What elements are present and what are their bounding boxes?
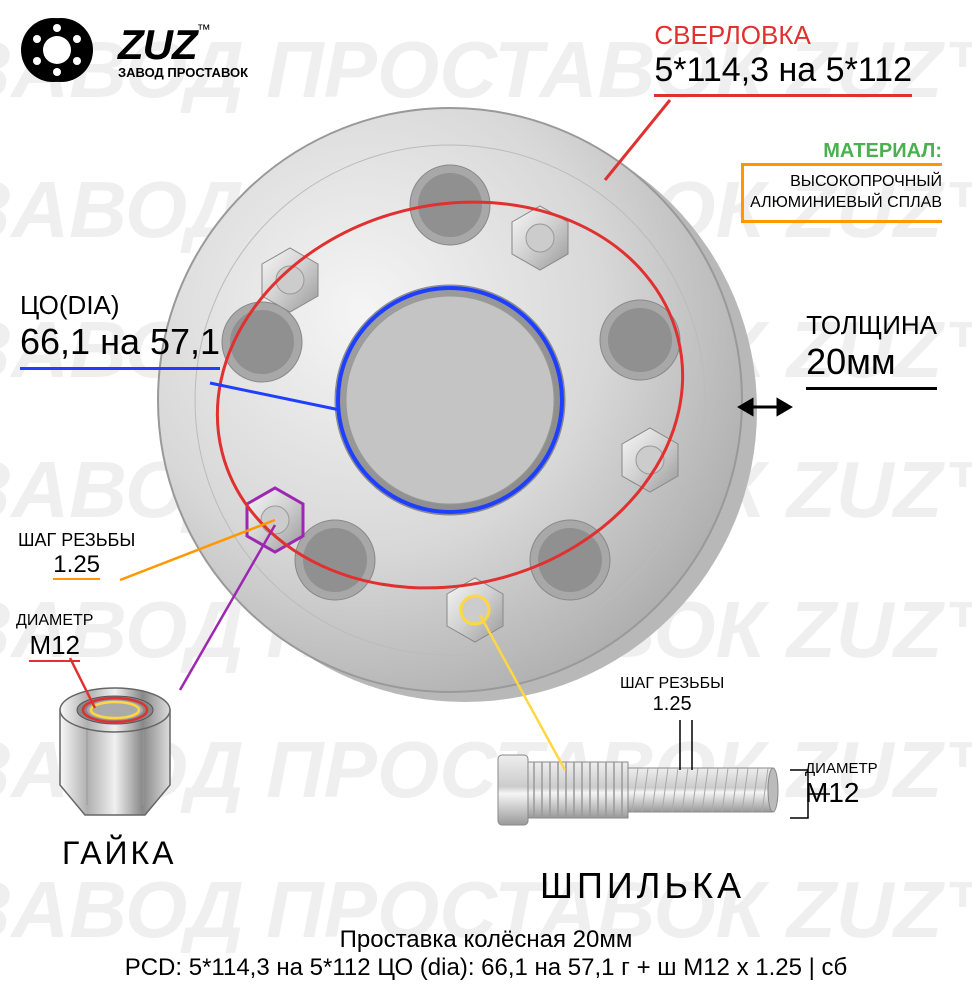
- footer-line2: PCD: 5*114,3 на 5*112 ЦО (dia): 66,1 на …: [0, 954, 972, 982]
- label-dia: ЦО(DIA) 66,1 на 57,1: [20, 290, 220, 370]
- label-thickness: ТОЛЩИНА 20мм: [806, 310, 937, 390]
- logo-brand: ZUZ: [118, 21, 197, 68]
- brand-logo: ZUZ™ ЗАВОД ПРОСТАВОК: [15, 15, 248, 85]
- material-line2: АЛЮМИНИЕВЫЙ СПЛАВ: [750, 193, 942, 214]
- thread-stud-title: ШАГ РЕЗЬБЫ: [620, 675, 724, 693]
- thickness-title: ТОЛЩИНА: [806, 310, 937, 341]
- material-title: МАТЕРИАЛ:: [741, 140, 942, 163]
- diameter-stud-value: М12: [805, 777, 878, 809]
- footer-caption: Проставка колёсная 20мм PCD: 5*114,3 на …: [0, 926, 972, 982]
- logo-tm: ™: [197, 21, 211, 37]
- label-stud: ШПИЛЬКА: [540, 865, 745, 907]
- logo-subtitle: ЗАВОД ПРОСТАВОК: [118, 65, 248, 80]
- thread-title: ШАГ РЕЗЬБЫ: [18, 530, 135, 551]
- diameter-nut-title: ДИАМЕТР: [16, 612, 93, 630]
- logo-icon: [15, 15, 110, 85]
- thread-stud-value: 1.25: [620, 693, 724, 716]
- label-nut: ГАЙКА: [62, 835, 177, 872]
- stud-detail: [490, 720, 790, 850]
- label-sverlovka: СВЕРЛОВКА 5*114,3 на 5*112: [654, 20, 912, 97]
- thickness-value: 20мм: [806, 341, 937, 390]
- material-line1: ВЫСОКОПРОЧНЫЙ: [750, 172, 942, 193]
- label-thread-pitch: ШАГ РЕЗЬБЫ 1.25: [18, 530, 135, 579]
- label-material: МАТЕРИАЛ: ВЫСОКОПРОЧНЫЙ АЛЮМИНИЕВЫЙ СПЛА…: [741, 140, 942, 223]
- dia-title: ЦО(DIA): [20, 290, 220, 321]
- footer-line1: Проставка колёсная 20мм: [0, 926, 972, 954]
- label-diameter-stud: ДИАМЕТР М12: [805, 760, 878, 809]
- spacer-disc: [140, 90, 760, 710]
- diameter-nut-value: М12: [29, 630, 80, 662]
- diameter-stud-title: ДИАМЕТР: [805, 760, 878, 777]
- nut-detail: [25, 655, 205, 825]
- thread-value: 1.25: [53, 551, 100, 580]
- label-thread-stud: ШАГ РЕЗЬБЫ 1.25: [620, 675, 724, 716]
- dia-value: 66,1 на 57,1: [20, 321, 220, 370]
- sverlovka-value: 5*114,3 на 5*112: [654, 51, 912, 97]
- label-diameter-nut: ДИАМЕТР М12: [16, 612, 93, 661]
- sverlovka-title: СВЕРЛОВКА: [654, 20, 912, 51]
